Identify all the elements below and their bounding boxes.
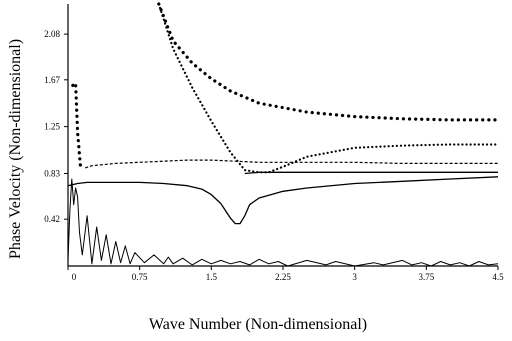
x-tick-label: 0: [72, 272, 77, 282]
axes-layer: [67, 4, 498, 267]
series-line-2: [157, 2, 500, 174]
x-tick-label: 3: [352, 272, 357, 282]
x-tick-label: 3.75: [418, 272, 434, 282]
x-tick-label: 0.75: [132, 272, 148, 282]
series-line-7: [67, 178, 499, 267]
series-line-6: [71, 81, 82, 168]
x-tick-label: 4.5: [492, 272, 504, 282]
y-tick-label: 1.67: [44, 75, 60, 85]
y-tick-label: 0.42: [44, 214, 60, 224]
series-layer: [67, 2, 500, 267]
ticks-layer: 0 0.75 1.5 2.25 3 3.75 4.5 0.42 0.83 1.25 1.67 2.08: [44, 29, 504, 282]
y-tick-label: 0.83: [44, 168, 60, 178]
series-line-4: [67, 176, 499, 225]
series-line-5: [244, 171, 498, 175]
x-axis-title: Wave Number (Non-dimensional): [149, 316, 367, 333]
series-line-3: [85, 159, 498, 169]
y-tick-label: 2.08: [44, 29, 60, 39]
y-axis-title: Phase Velocity (Non-dimensional): [7, 39, 24, 259]
x-tick-label: 1.5: [206, 272, 218, 282]
series-line-1: [157, 2, 500, 122]
x-tick-label: 2.25: [275, 272, 291, 282]
y-tick-label: 1.25: [44, 122, 60, 132]
